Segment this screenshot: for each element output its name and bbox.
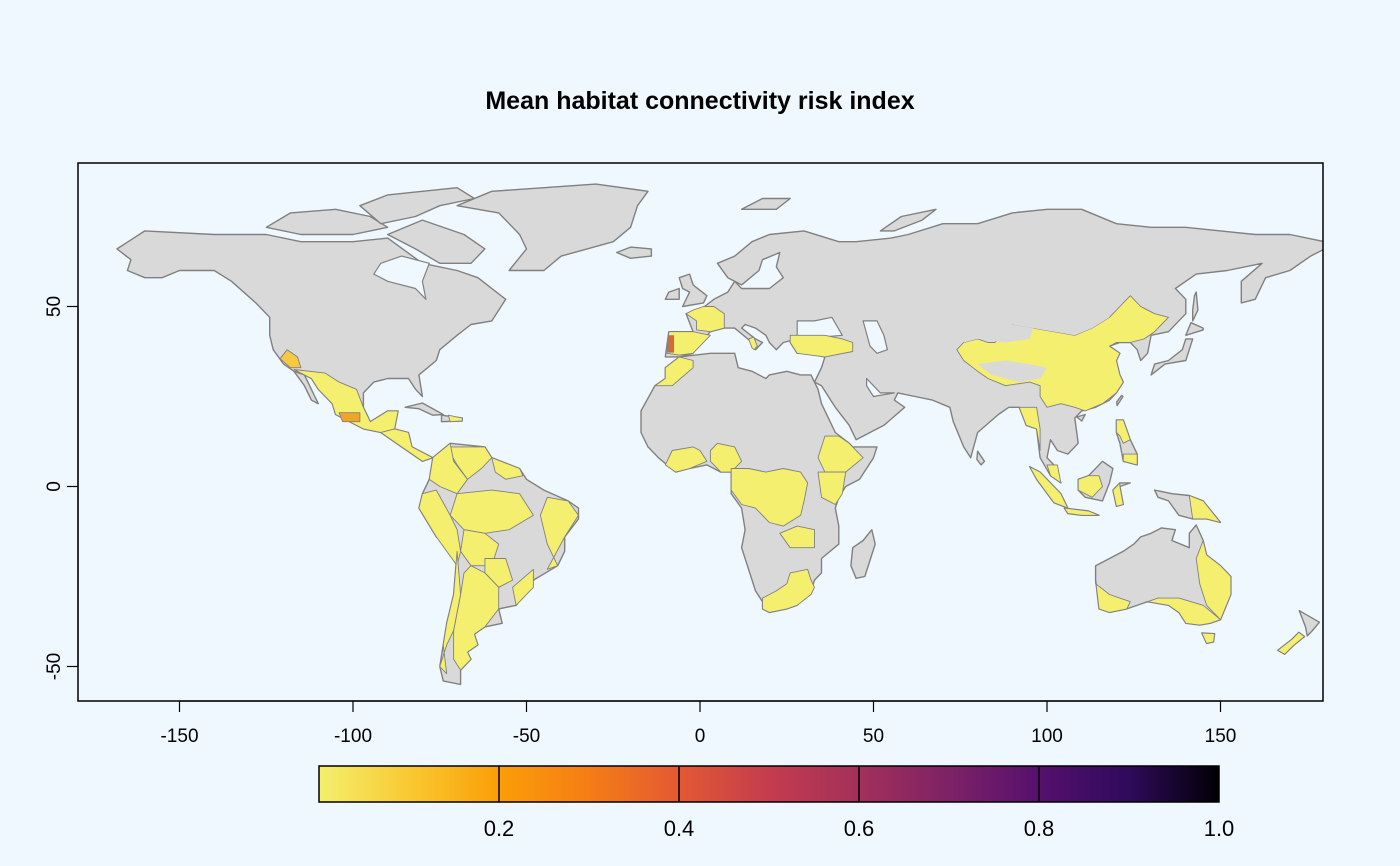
philippines-risk <box>1115 419 1131 444</box>
west-africa-risk <box>664 446 708 473</box>
x-tick-label: -100 <box>334 726 372 747</box>
arctic-islands-east <box>359 186 476 225</box>
mexico-hotspot <box>338 412 361 423</box>
ethiopia-risk <box>817 435 864 473</box>
mexico-risk <box>293 369 399 433</box>
y-axis: -50 0 50 <box>44 296 79 680</box>
svalbard <box>740 197 791 211</box>
xinjiang-gap <box>963 320 1034 343</box>
novaya-zemlya <box>879 208 937 232</box>
papua-risk <box>1188 495 1221 523</box>
baffin-island <box>387 219 486 264</box>
x-tick-label: 100 <box>1031 726 1063 747</box>
nigeria-risk <box>709 442 743 473</box>
tibet-gap <box>977 360 1047 383</box>
madagascar <box>850 529 876 579</box>
x-tick-label: 150 <box>1205 726 1237 747</box>
myanmar-risk <box>1018 406 1041 451</box>
france-risk <box>685 306 725 333</box>
mongolia-gap <box>1012 302 1110 336</box>
new-zealand-risk <box>1277 631 1305 655</box>
hudson-bay <box>373 255 430 300</box>
caribbean-risk <box>447 414 463 423</box>
california-risk <box>279 349 302 369</box>
color-legend: 0.2 0.4 0.6 0.8 1.0 <box>318 765 1235 841</box>
baja-california <box>293 370 319 405</box>
x-axis: -150 -100 -50 0 50 100 150 <box>160 700 1237 747</box>
map-title: Mean habitat connectivity risk index <box>485 87 914 115</box>
borneo-risk <box>1077 475 1103 498</box>
great-britain <box>678 273 708 308</box>
tasmania-risk <box>1201 632 1216 644</box>
southern-brazil-risk <box>512 568 534 606</box>
congo-risk <box>730 468 809 527</box>
legend-frame <box>318 765 1220 803</box>
iberia-risk <box>666 331 711 356</box>
hokkaido <box>1185 322 1204 336</box>
morocco-risk <box>654 356 694 387</box>
legend-tick-label: 0.2 <box>484 816 515 841</box>
greenland <box>456 183 649 272</box>
turkey-risk <box>789 334 854 358</box>
portugal-hotspot <box>667 335 675 353</box>
legend-tick-label: 0.4 <box>664 816 695 841</box>
caspian-sea <box>862 320 889 354</box>
malaysia-risk <box>1046 464 1062 484</box>
venezuela-risk <box>446 446 493 480</box>
x-tick-label: 50 <box>863 726 884 747</box>
ireland <box>664 287 680 300</box>
italy-risk <box>748 336 758 351</box>
legend-tick-label: 1.0 <box>1204 816 1235 841</box>
legend-colorbar <box>319 766 1219 802</box>
australia-sw-risk <box>1095 579 1131 613</box>
sulawesi-risk <box>1112 482 1124 507</box>
chile-risk <box>439 550 462 675</box>
risk-layer <box>279 295 1305 675</box>
amazon-risk <box>449 489 534 534</box>
y-tick-label: 0 <box>44 481 65 492</box>
japan <box>1150 338 1194 376</box>
y-tick-label: 50 <box>44 296 65 317</box>
central-america-risk <box>380 428 434 462</box>
brazil-coast-risk <box>539 496 579 570</box>
new-zealand-north <box>1298 610 1321 637</box>
east-africa-risk <box>817 471 847 505</box>
iceland <box>616 246 653 259</box>
cuba <box>404 402 444 416</box>
legend-tick-label: 0.6 <box>844 816 875 841</box>
taiwan <box>1115 394 1124 407</box>
south-africa-risk <box>762 568 815 613</box>
mindanao-risk <box>1122 453 1138 466</box>
legend-tick-label: 0.8 <box>1024 816 1055 841</box>
y-tick-label: -50 <box>44 653 65 680</box>
australia-east-risk <box>1195 540 1232 621</box>
x-tick-label: -50 <box>513 726 540 747</box>
hainan <box>1076 413 1086 422</box>
arabia-gap <box>865 377 895 398</box>
java-risk <box>1063 507 1100 516</box>
china-risk <box>956 295 1169 412</box>
colombia-risk <box>428 442 468 495</box>
australia-south-risk <box>1147 597 1221 626</box>
sakhalin <box>1191 291 1199 322</box>
x-tick-label: -150 <box>160 726 198 747</box>
guianas-risk <box>491 457 524 480</box>
zambia-risk <box>779 525 815 549</box>
sri-lanka <box>976 450 986 466</box>
x-tick-label: 0 <box>695 726 706 747</box>
